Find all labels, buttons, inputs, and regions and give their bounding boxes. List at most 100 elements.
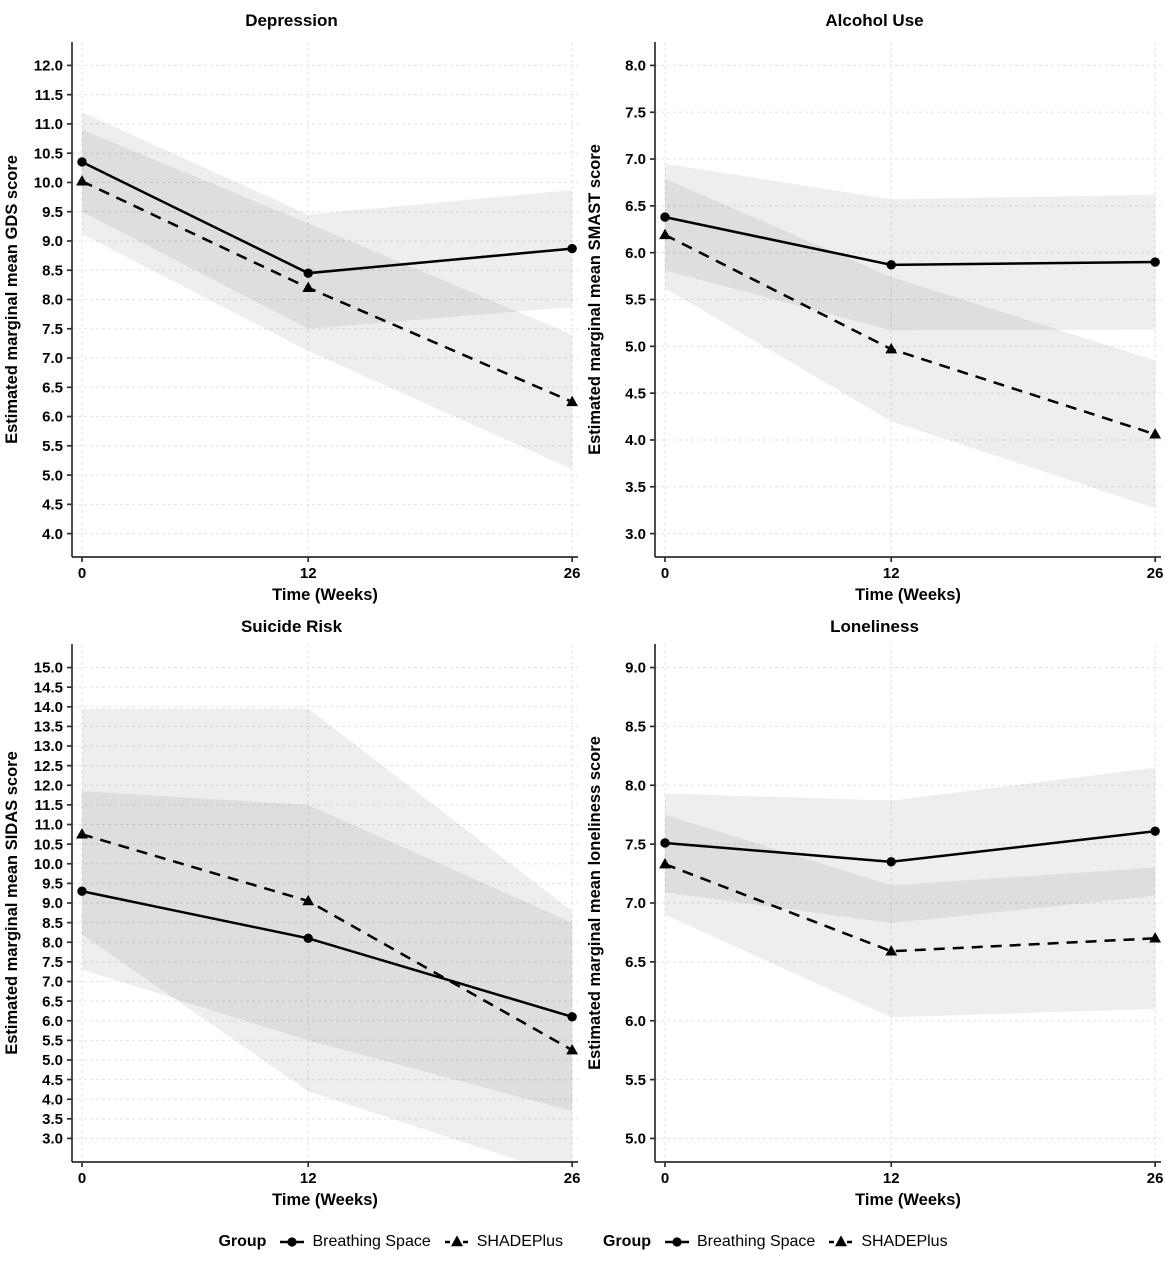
confidence-band-breathing-space — [664, 163, 1156, 331]
confidence-bands — [81, 708, 573, 1162]
legend-label-shadeplus: SHADEPlus — [861, 1233, 948, 1250]
y-tick-label: 15.0 — [34, 660, 63, 677]
x-axis-label: Time (Weeks) — [855, 586, 961, 604]
axes — [650, 644, 1161, 1167]
y-tick-label: 8.5 — [42, 915, 63, 932]
y-tick-label: 6.5 — [42, 379, 63, 396]
y-tick-label: 6.0 — [625, 245, 646, 262]
y-tick-label: 11.5 — [35, 797, 63, 814]
confidence-bands — [81, 112, 573, 470]
y-tick-label: 10.5 — [34, 145, 63, 162]
y-tick-label: 9.5 — [42, 204, 63, 221]
axes — [67, 644, 578, 1167]
loneliness-plot: 5.0 5.5 6.0 6.5 7.0 7.5 8.0 8.5 9.0 0 12 26 Loneline… — [586, 617, 1164, 1209]
confidence-band-breathing-space — [81, 112, 573, 329]
y-tick-label: 4.5 — [42, 1072, 63, 1089]
circle-marker-breathing-space-week-0 — [660, 212, 670, 222]
y-tick-label: 10.0 — [34, 856, 63, 873]
triangle-marker-shadeplus-week-26 — [566, 1043, 579, 1055]
y-tick-label: 3.5 — [42, 1111, 63, 1128]
chart-alcohol-use: 3.0 3.5 4.0 4.5 5.0 5.5 6.0 6.5 7.0 7.5 8.0 0 12 26 Al… — [583, 0, 1166, 608]
y-tick-label: 7.0 — [625, 895, 646, 912]
chart-depression: 4.0 4.5 5.0 5.5 6.0 6.5 7.0 7.5 8.0 8.5 9.0 9.5 10.0… — [0, 0, 583, 608]
x-tick-label: 12 — [300, 1170, 317, 1187]
y-tick-label: 4.0 — [42, 526, 63, 543]
y-tick-label: 3.0 — [42, 1131, 63, 1148]
confidence-band-shadeplus — [664, 178, 1156, 509]
y-tick-label: 4.5 — [42, 497, 63, 514]
triangle-marker-shadeplus-week-0 — [659, 857, 671, 869]
y-tick-label: 3.0 — [625, 526, 646, 543]
y-axis-label: Estimated marginal mean SIDAS score — [3, 751, 21, 1055]
legend-item-breathing-space: Breathing Space — [664, 1232, 815, 1252]
circle-marker-breathing-space-week-26 — [567, 243, 577, 254]
y-tick-label: 8.0 — [42, 934, 63, 951]
y-tick-label: 8.0 — [625, 777, 646, 794]
y-tick-label: 5.5 — [625, 1072, 646, 1089]
legend-item-shadeplus: SHADEPlus — [828, 1232, 948, 1252]
y-tick-label: 12.0 — [34, 58, 63, 75]
triangle-marker-shadeplus-week-26 — [566, 395, 579, 407]
y-tick-label: 13.5 — [34, 719, 63, 736]
y-tick-label: 9.5 — [42, 876, 63, 893]
y-tick-label: 6.5 — [625, 954, 646, 971]
y-tick-label: 7.5 — [42, 321, 63, 338]
legend-group-2: Group Breathing Space SHADEPlus — [603, 1232, 948, 1252]
y-tick-label: 12.0 — [34, 777, 63, 794]
x-tick-label: 26 — [1147, 565, 1164, 582]
y-tick-label: 4.0 — [625, 432, 646, 449]
chart-title: Loneliness — [830, 617, 919, 636]
y-tick-label: 8.0 — [42, 292, 63, 309]
confidence-band-shadeplus — [81, 129, 573, 470]
triangle-marker-shadeplus-week-26 — [1149, 428, 1162, 439]
y-tick-label: 5.5 — [625, 292, 646, 309]
y-tick-label: 13.0 — [34, 738, 63, 755]
y-tick-label: 5.0 — [625, 339, 646, 356]
grid — [655, 644, 1161, 1162]
y-tick-label: 12.5 — [34, 758, 63, 775]
series-line-shadeplus — [664, 862, 1156, 953]
x-tick-label: 0 — [661, 1170, 669, 1187]
circle-marker-breathing-space-week-12 — [303, 933, 313, 944]
y-tick-label: 5.0 — [42, 1052, 63, 1069]
confidence-bands — [664, 767, 1156, 1018]
y-tick-label: 6.0 — [42, 409, 63, 426]
x-tick-label: 26 — [1147, 1170, 1164, 1187]
circle-marker-breathing-space-week-26 — [1150, 257, 1160, 267]
y-tick-label: 6.5 — [625, 198, 646, 215]
y-tick-label: 5.5 — [42, 438, 63, 455]
legend-title: Group — [218, 1233, 267, 1250]
triangle-marker-shadeplus-week-26 — [1149, 932, 1162, 943]
x-tick-label: 26 — [564, 565, 581, 582]
confidence-bands — [664, 163, 1156, 509]
legend-group-1: Group Breathing Space SHADEPlus — [218, 1232, 563, 1252]
y-tick-label: 14.5 — [34, 679, 63, 696]
suicide-risk-plot: 3.0 3.5 4.0 4.5 5.0 5.5 6.0 6.5 7.0 7.5 8.0 8.5 9.0 9… — [3, 617, 580, 1209]
y-tick-label: 8.5 — [625, 719, 646, 736]
y-tick-label: 7.5 — [625, 104, 646, 121]
legend-label-breathing-space: Breathing Space — [312, 1233, 431, 1250]
circle-marker-breathing-space-week-0 — [77, 886, 87, 896]
x-axis-label: Time (Weeks) — [272, 1191, 378, 1209]
x-axis-label: Time (Weeks) — [855, 1191, 961, 1209]
y-tick-label: 3.5 — [625, 479, 646, 496]
y-tick-label: 6.5 — [42, 993, 63, 1010]
triangle-marker-shadeplus-week-12 — [885, 945, 898, 956]
y-tick-label: 11.0 — [35, 817, 63, 834]
circle-marker-breathing-space-week-12 — [886, 260, 896, 270]
grid — [72, 42, 578, 557]
y-tick-label: 5.0 — [625, 1131, 646, 1148]
grid — [655, 42, 1161, 557]
y-tick-label: 5.0 — [42, 467, 63, 484]
x-tick-label: 0 — [78, 1170, 86, 1187]
triangle-marker-shadeplus-week-0 — [659, 228, 671, 240]
circle-marker-breathing-space-week-26 — [567, 1012, 577, 1022]
chart-title: Alcohol Use — [825, 11, 923, 30]
confidence-band-breathing-space — [81, 791, 573, 1111]
y-tick-label: 7.5 — [625, 836, 646, 853]
depression-plot: 4.0 4.5 5.0 5.5 6.0 6.5 7.0 7.5 8.0 8.5 9.0 9.5 10.0… — [3, 11, 581, 604]
axes — [67, 42, 578, 562]
triangle-marker-shadeplus-week-0 — [76, 175, 88, 186]
triangle-marker-shadeplus-week-12 — [302, 281, 315, 292]
